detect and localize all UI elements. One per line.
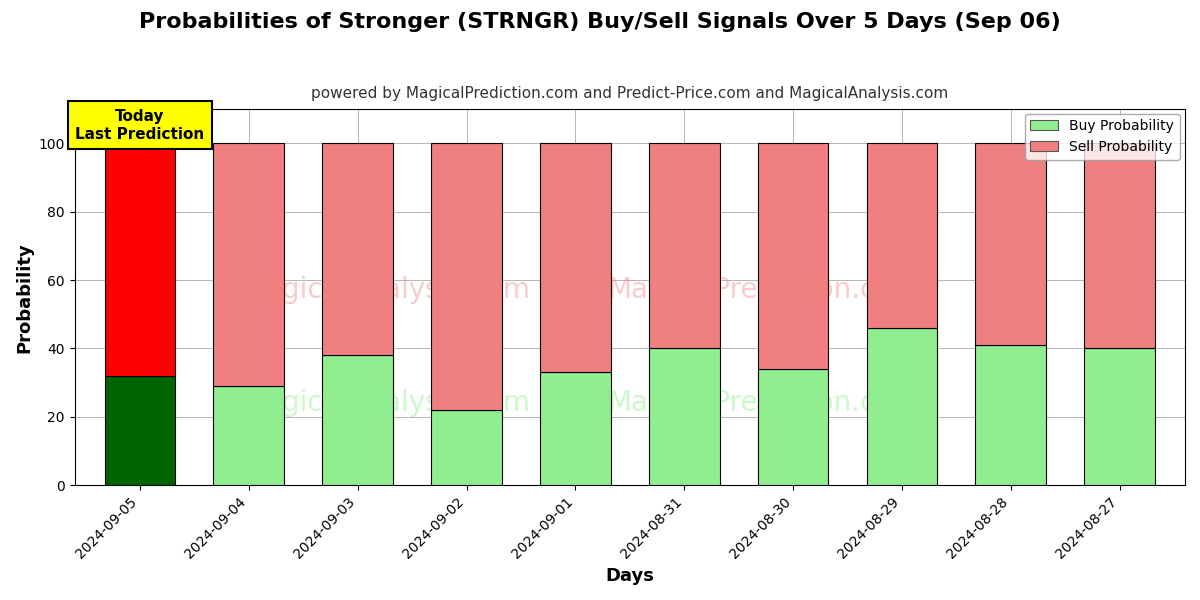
Bar <box>976 143 1046 345</box>
Bar <box>866 328 937 485</box>
Y-axis label: Probability: Probability <box>16 242 34 353</box>
Bar <box>1085 143 1156 349</box>
Bar <box>323 355 394 485</box>
Text: Probabilities of Stronger (STRNGR) Buy/Sell Signals Over 5 Days (Sep 06): Probabilities of Stronger (STRNGR) Buy/S… <box>139 12 1061 32</box>
Bar <box>104 143 175 376</box>
Bar <box>757 143 828 369</box>
Bar <box>649 143 720 349</box>
Text: MagicalPrediction.com: MagicalPrediction.com <box>607 275 919 304</box>
Bar <box>323 143 394 355</box>
Bar <box>649 349 720 485</box>
Bar <box>431 410 502 485</box>
Text: MagicalPrediction.com: MagicalPrediction.com <box>607 389 919 416</box>
Text: MagicalAnalysis.com: MagicalAnalysis.com <box>241 389 530 416</box>
X-axis label: Days: Days <box>605 567 654 585</box>
Title: powered by MagicalPrediction.com and Predict-Price.com and MagicalAnalysis.com: powered by MagicalPrediction.com and Pre… <box>311 86 948 101</box>
Bar <box>1085 349 1156 485</box>
Bar <box>431 143 502 410</box>
Bar <box>866 143 937 328</box>
Bar <box>540 143 611 373</box>
Bar <box>104 376 175 485</box>
Bar <box>214 143 284 386</box>
Bar <box>540 373 611 485</box>
Text: Today
Last Prediction: Today Last Prediction <box>76 109 204 142</box>
Text: MagicalAnalysis.com: MagicalAnalysis.com <box>241 275 530 304</box>
Legend: Buy Probability, Sell Probability: Buy Probability, Sell Probability <box>1025 113 1180 160</box>
Bar <box>976 345 1046 485</box>
Bar <box>757 369 828 485</box>
Bar <box>214 386 284 485</box>
